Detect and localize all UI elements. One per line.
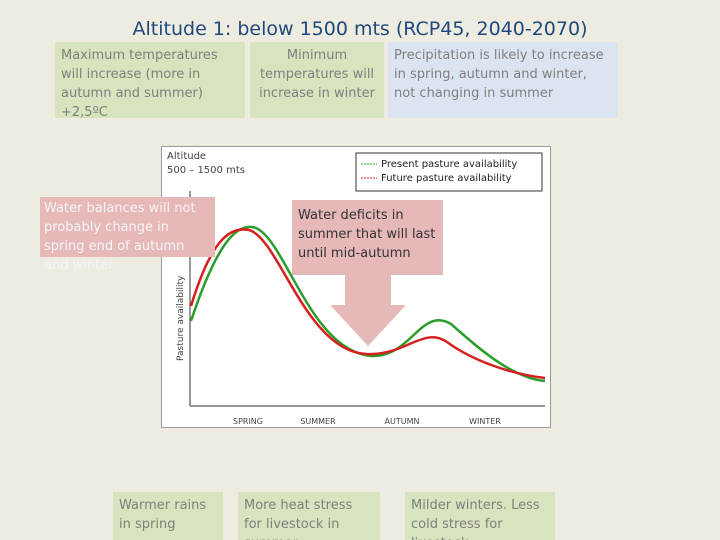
info-box: Milder winters. Less cold stress for liv… [405, 492, 555, 540]
info-box: More heat stress for livestock in summer [238, 492, 380, 540]
legend-label: Future pasture availability [381, 173, 512, 184]
arrow-callout [292, 200, 443, 346]
info-box: Minimum temperatures will increase in wi… [250, 42, 384, 118]
slide-title: Altitude 1: below 1500 mts (RCP45, 2040-… [132, 18, 588, 40]
season-label: SUMMER [300, 417, 336, 426]
info-box: Warmer rains in spring [113, 492, 223, 540]
callout-text: Water deficits in summer that will last … [298, 208, 436, 261]
info-box: Precipitation is likely to increase in s… [388, 42, 618, 118]
info-box: Maximum temperatures will increase (more… [55, 42, 245, 120]
season-label: WINTER [469, 417, 501, 426]
legend-label: Present pasture availability [381, 159, 517, 170]
altitude-range: 500 – 1500 mts [167, 165, 245, 176]
callout-shape [292, 200, 443, 346]
pasture-figure: Altitude 500 – 1500 mts Present pasture … [161, 146, 551, 428]
season-label: AUTUMN [385, 417, 420, 426]
future-curve [189, 228, 546, 380]
callout: Water balances will not probably change … [40, 197, 215, 273]
legend-frame [355, 152, 543, 192]
altitude-label: Altitude [167, 151, 206, 162]
y-axis-label: Pasture availability [176, 275, 186, 361]
season-label: SPRING [233, 417, 263, 426]
